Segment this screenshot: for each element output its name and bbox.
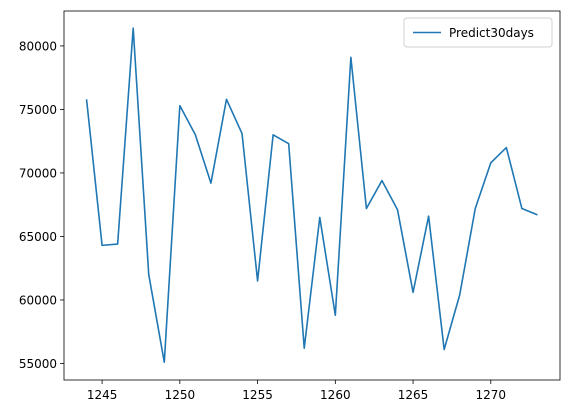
x-tick-label: 1260	[320, 388, 351, 402]
x-tick-label: 1265	[398, 388, 429, 402]
axes-frame	[63, 10, 561, 381]
y-tick-label: 70000	[19, 166, 57, 180]
y-tick-label: 80000	[19, 39, 57, 53]
x-tick-label: 1270	[476, 388, 507, 402]
plot-area	[85, 27, 538, 364]
y-tick-label: 75000	[19, 103, 57, 117]
x-axis: 1245 1250 1255 1260 1265 1270	[87, 380, 506, 402]
x-tick-label: 1255	[242, 388, 273, 402]
legend: Predict30days	[403, 17, 553, 48]
y-tick-label: 55000	[19, 357, 57, 371]
y-axis: 55000 60000 65000 70000 75000 80000	[19, 39, 64, 371]
y-tick-label: 65000	[19, 230, 57, 244]
y-tick-label: 60000	[19, 293, 57, 307]
legend-label: Predict30days	[449, 26, 534, 40]
x-tick-label: 1245	[87, 388, 118, 402]
legend-box	[403, 17, 553, 48]
x-tick-label: 1250	[165, 388, 196, 402]
series-line-predict30days	[85, 27, 538, 364]
